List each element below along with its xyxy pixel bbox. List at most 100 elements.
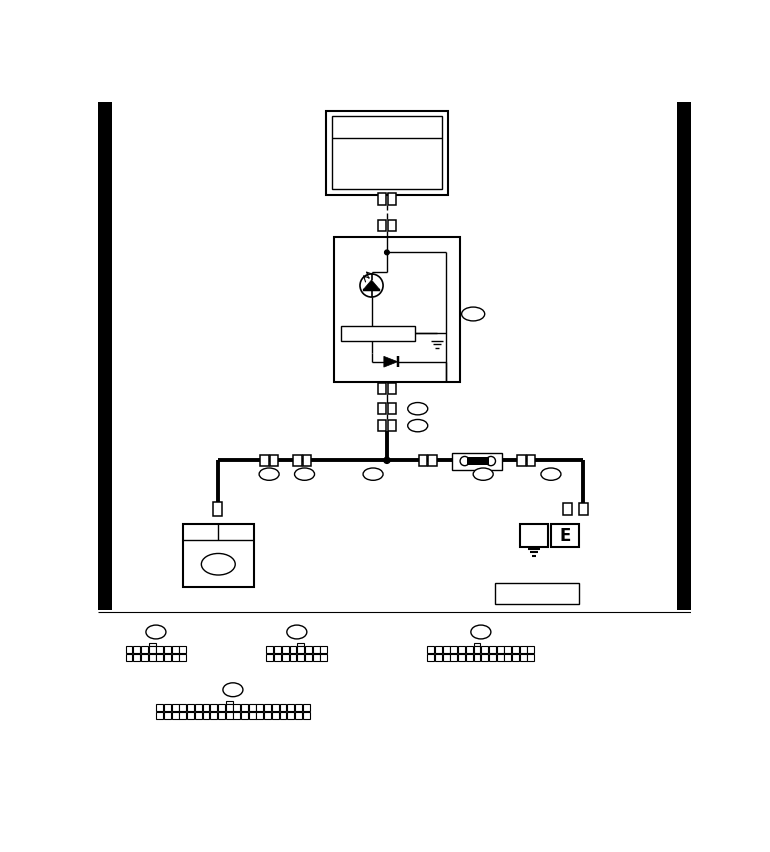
Bar [126, 654, 132, 661]
Ellipse shape [460, 457, 470, 466]
Bar [333, 116, 442, 189]
Bar [551, 524, 579, 547]
Ellipse shape [408, 402, 428, 415]
Ellipse shape [259, 468, 279, 481]
Bar [297, 647, 304, 653]
Bar [497, 647, 504, 653]
Bar [458, 654, 465, 661]
Bar [195, 704, 202, 711]
Bar [305, 654, 312, 661]
Bar [226, 711, 233, 718]
Bar [387, 420, 397, 431]
Bar [497, 654, 504, 661]
Ellipse shape [202, 554, 236, 575]
Bar [241, 711, 248, 718]
Bar [496, 584, 579, 603]
Bar [287, 704, 294, 711]
Bar [489, 647, 496, 653]
Bar [435, 647, 442, 653]
Bar [443, 654, 450, 661]
Bar [387, 383, 397, 394]
Bar [527, 455, 535, 466]
Bar [149, 654, 156, 661]
Polygon shape [384, 356, 398, 367]
Bar [218, 711, 225, 718]
Bar [133, 654, 140, 661]
Bar [326, 112, 448, 194]
Bar [218, 704, 225, 711]
Ellipse shape [286, 625, 306, 639]
Bar [179, 654, 186, 661]
Circle shape [384, 458, 390, 463]
Bar [164, 654, 171, 661]
Bar [450, 647, 457, 653]
Bar [203, 704, 209, 711]
Bar [179, 704, 186, 711]
Bar [272, 711, 279, 718]
Ellipse shape [541, 468, 561, 481]
Polygon shape [363, 280, 380, 291]
Ellipse shape [487, 457, 496, 466]
Bar [474, 647, 480, 653]
Bar [527, 654, 534, 661]
Bar [272, 704, 279, 711]
Bar [179, 711, 186, 718]
Bar [274, 654, 281, 661]
Bar [213, 502, 223, 515]
Text: E: E [559, 527, 571, 544]
Bar [387, 403, 397, 414]
Bar [256, 704, 263, 711]
Bar [266, 654, 273, 661]
Bar [282, 647, 289, 653]
Bar [305, 647, 312, 653]
Bar [450, 654, 457, 661]
Bar [297, 642, 304, 647]
Bar [282, 654, 289, 661]
Bar [427, 654, 434, 661]
Bar [474, 654, 480, 661]
Bar [210, 704, 217, 711]
Ellipse shape [473, 468, 493, 481]
Bar [133, 647, 140, 653]
Bar [387, 220, 397, 231]
Ellipse shape [408, 419, 428, 432]
Bar [320, 647, 327, 653]
Bar [172, 711, 179, 718]
Bar [517, 455, 526, 466]
Bar [226, 704, 233, 711]
Bar [489, 654, 496, 661]
Bar [313, 647, 320, 653]
Bar [453, 452, 502, 469]
Bar [172, 647, 179, 653]
Bar [195, 711, 202, 718]
Ellipse shape [363, 468, 383, 481]
Bar [564, 503, 573, 515]
Bar [183, 524, 254, 587]
Bar [303, 711, 310, 718]
Bar [187, 711, 194, 718]
Bar [270, 455, 278, 466]
Bar [512, 654, 519, 661]
Bar [521, 524, 548, 547]
Bar [527, 647, 534, 653]
Bar [435, 654, 442, 661]
Bar [264, 704, 271, 711]
Bar [233, 704, 240, 711]
Bar [295, 711, 302, 718]
Bar [164, 647, 171, 653]
Bar [156, 647, 163, 653]
Bar [342, 325, 416, 341]
Ellipse shape [223, 682, 243, 697]
Bar [387, 193, 397, 205]
Ellipse shape [471, 625, 491, 639]
Bar [466, 647, 473, 653]
Bar [428, 455, 437, 466]
Ellipse shape [462, 307, 485, 321]
Bar [210, 711, 217, 718]
Bar [297, 654, 304, 661]
Bar [458, 647, 465, 653]
Bar [249, 704, 256, 711]
Bar [156, 654, 163, 661]
Bar [156, 704, 163, 711]
Bar [256, 711, 263, 718]
